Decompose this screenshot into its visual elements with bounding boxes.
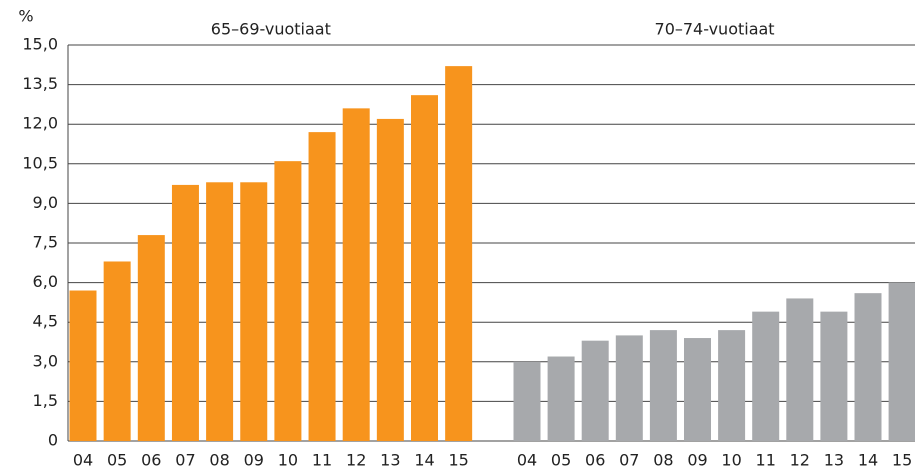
- y-axis-label: %: [18, 7, 33, 26]
- bar: [445, 66, 473, 442]
- x-tick-label: 10: [721, 451, 741, 470]
- x-tick-label: 07: [175, 451, 195, 470]
- x-tick-label: 15: [892, 451, 912, 470]
- bar: [308, 132, 336, 441]
- x-tick-label: 04: [73, 451, 93, 470]
- x-tick-label: 11: [756, 451, 776, 470]
- bar: [171, 184, 199, 442]
- bar: [786, 298, 814, 441]
- x-tick-label: 04: [517, 451, 537, 470]
- bar: [854, 293, 882, 441]
- x-tick-label: 06: [141, 451, 161, 470]
- x-tick-label: 05: [107, 451, 127, 470]
- bar: [376, 118, 404, 442]
- bar: [581, 340, 609, 441]
- panel-title: 65–69-vuotiaat: [211, 20, 331, 39]
- x-tick-label: 07: [619, 451, 639, 470]
- x-tick-label: 10: [278, 451, 298, 470]
- bar: [274, 161, 302, 441]
- y-tick-label: 3,0: [33, 351, 58, 370]
- bar: [411, 95, 438, 441]
- x-tick-label: 14: [414, 451, 434, 470]
- bar: [240, 182, 268, 441]
- y-tick-label: 1,5: [33, 391, 58, 410]
- bar: [820, 311, 848, 441]
- bar: [684, 338, 711, 441]
- bar: [103, 261, 131, 441]
- bar: [547, 356, 575, 441]
- bar: [69, 290, 97, 441]
- bar: [649, 330, 677, 441]
- x-tick-label: 06: [585, 451, 605, 470]
- x-tick-label: 13: [380, 451, 400, 470]
- y-tick-label: 13,5: [22, 74, 58, 93]
- x-tick-label: 09: [244, 451, 264, 470]
- y-tick-label: 4,5: [33, 312, 58, 331]
- bar: [615, 335, 643, 441]
- x-tick-label: 05: [551, 451, 571, 470]
- bar: [888, 282, 915, 441]
- y-tick-label: 6,0: [33, 272, 58, 291]
- y-tick-label: 15,0: [22, 35, 58, 54]
- bar: [342, 108, 370, 442]
- y-tick-label: 12,0: [22, 114, 58, 133]
- bar: [513, 361, 541, 441]
- x-tick-label: 09: [687, 451, 707, 470]
- x-tick-label: 15: [448, 451, 468, 470]
- y-tick-label: 7,5: [33, 233, 58, 252]
- y-tick-label: 10,5: [22, 153, 58, 172]
- x-tick-label: 08: [653, 451, 673, 470]
- x-tick-label: 12: [346, 451, 366, 470]
- x-tick-label: 11: [312, 451, 332, 470]
- y-tick-label: 0: [48, 431, 58, 450]
- panel-title: 70–74-vuotiaat: [655, 20, 775, 39]
- x-tick-label: 13: [824, 451, 844, 470]
- bar: [206, 182, 234, 441]
- x-tick-label: 12: [790, 451, 810, 470]
- bar: [718, 330, 746, 441]
- x-tick-label: 14: [858, 451, 878, 470]
- x-tick-label: 08: [209, 451, 229, 470]
- y-tick-label: 9,0: [33, 193, 58, 212]
- bar: [752, 311, 780, 441]
- bar: [137, 235, 165, 441]
